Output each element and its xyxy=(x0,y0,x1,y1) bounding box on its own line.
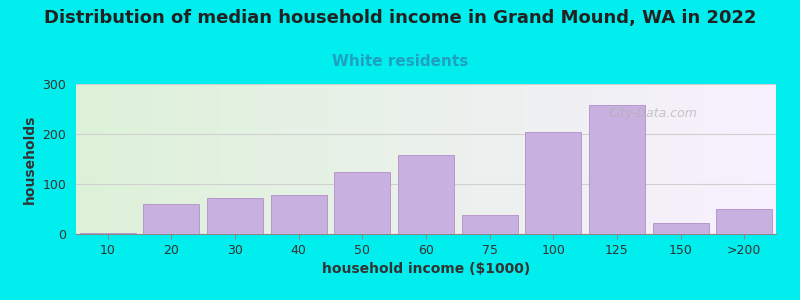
Bar xyxy=(334,172,390,234)
Bar xyxy=(207,197,263,234)
Bar xyxy=(80,232,136,234)
Text: Distribution of median household income in Grand Mound, WA in 2022: Distribution of median household income … xyxy=(44,9,756,27)
Bar xyxy=(143,204,199,234)
Text: White residents: White residents xyxy=(332,54,468,69)
Bar xyxy=(526,131,582,234)
X-axis label: household income ($1000): household income ($1000) xyxy=(322,262,530,276)
Bar xyxy=(462,215,518,234)
Bar xyxy=(589,105,645,234)
Bar xyxy=(653,223,709,234)
Bar xyxy=(716,209,772,234)
Y-axis label: households: households xyxy=(23,114,37,204)
Text: City-Data.com: City-Data.com xyxy=(608,107,697,121)
Bar xyxy=(270,195,326,234)
Bar xyxy=(398,155,454,234)
